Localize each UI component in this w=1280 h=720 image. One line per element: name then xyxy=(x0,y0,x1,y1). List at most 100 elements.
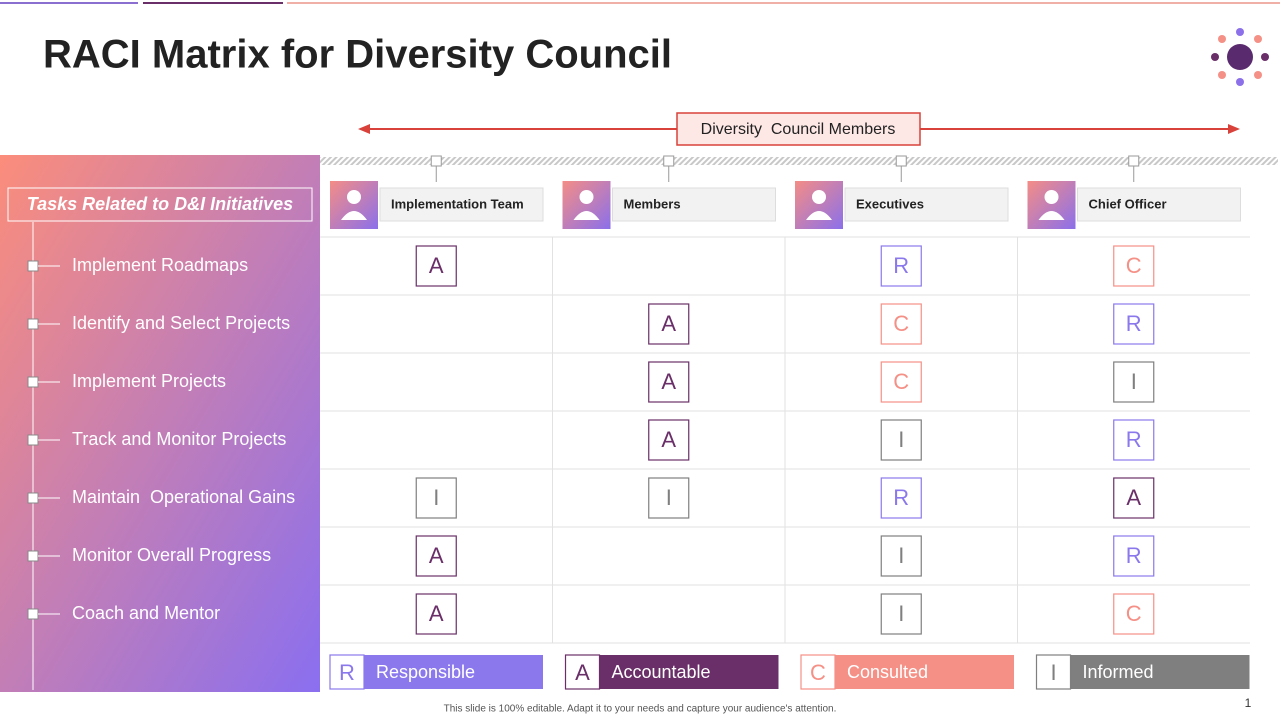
column-label: Chief Officer xyxy=(1089,196,1167,211)
legend-letter: A xyxy=(575,660,590,685)
column-node xyxy=(663,155,675,167)
raci-letter: I xyxy=(1131,369,1137,394)
raci-letter: A xyxy=(429,543,444,568)
page-number: 1 xyxy=(1245,696,1252,710)
raci-letter: I xyxy=(898,427,904,452)
icon-figure xyxy=(1038,211,1065,220)
legend-letter: I xyxy=(1050,660,1056,685)
raci-letter: C xyxy=(893,311,909,336)
raci-box xyxy=(415,593,457,635)
raci-letter: R xyxy=(893,485,909,510)
task-label: Monitor Overall Progress xyxy=(72,545,271,565)
task-label: Identify and Select Projects xyxy=(72,313,290,333)
raci-box xyxy=(880,477,922,519)
column-label: Implementation Team xyxy=(391,196,524,211)
task-node xyxy=(27,260,39,272)
task-label: Track and Monitor Projects xyxy=(72,429,286,449)
raci-letter: R xyxy=(1126,427,1142,452)
raci-letter: C xyxy=(893,369,909,394)
raci-letter: A xyxy=(429,253,444,278)
raci-box xyxy=(880,535,922,577)
raci-letter: C xyxy=(1126,601,1142,626)
task-label: Implement Projects xyxy=(72,371,226,391)
legend-bar xyxy=(831,655,1014,689)
raci-box xyxy=(415,245,457,287)
task-label: Coach and Mentor xyxy=(72,603,220,623)
raci-box xyxy=(880,593,922,635)
task-panel xyxy=(0,155,320,692)
raci-letter: A xyxy=(661,427,676,452)
task-label: Implement Roadmaps xyxy=(72,255,248,275)
raci-letter: I xyxy=(898,543,904,568)
raci-box xyxy=(415,477,457,519)
task-node xyxy=(27,492,39,504)
raci-box xyxy=(648,303,690,345)
icon-figure xyxy=(341,211,367,220)
legend-key xyxy=(564,654,601,690)
raci-letter: A xyxy=(1126,485,1141,510)
raci-box xyxy=(1113,245,1155,287)
legend-key xyxy=(329,654,365,690)
raci-letter: C xyxy=(1126,253,1142,278)
raci-letter: A xyxy=(661,369,676,394)
header-label: Diversity Council Members xyxy=(701,121,896,138)
raci-box xyxy=(648,419,690,461)
raci-letter: A xyxy=(661,311,676,336)
raci-letter: I xyxy=(433,485,439,510)
raci-letter: I xyxy=(666,485,672,510)
raci-letter: R xyxy=(1126,543,1142,568)
legend-label: Accountable xyxy=(612,662,711,682)
raci-box xyxy=(648,361,690,403)
column-icon xyxy=(330,181,378,229)
raci-box xyxy=(1113,303,1155,345)
legend-label: Informed xyxy=(1083,662,1154,682)
raci-box xyxy=(1113,593,1155,635)
task-node xyxy=(27,318,39,330)
raci-letter: I xyxy=(898,601,904,626)
icon-figure xyxy=(573,211,600,220)
raci-box xyxy=(880,361,922,403)
column-node xyxy=(895,155,907,167)
column-label-box xyxy=(379,187,544,222)
raci-box xyxy=(1113,361,1155,403)
legend-key xyxy=(1035,654,1072,690)
tasks-heading-box xyxy=(7,187,313,222)
raci-box xyxy=(880,419,922,461)
raci-box xyxy=(880,303,922,345)
header-arrow xyxy=(358,112,1240,146)
column-icon xyxy=(562,181,611,229)
column-label-box xyxy=(1077,187,1241,222)
icon-figure xyxy=(1044,190,1059,204)
column-label-box xyxy=(612,187,776,222)
task-node xyxy=(27,608,39,620)
raci-box xyxy=(415,535,457,577)
footer: This slide is 100% editable. Adapt it to… xyxy=(444,704,837,715)
task-label: Maintain Operational Gains xyxy=(72,487,295,507)
legend-label: Responsible xyxy=(376,662,475,682)
legend-key xyxy=(800,654,836,690)
legend-bar xyxy=(1066,655,1250,689)
column-icon xyxy=(1027,181,1076,229)
hatch-bar xyxy=(320,157,1278,165)
legend-label: Consulted xyxy=(847,662,928,682)
raci-letter: R xyxy=(893,253,909,278)
tasks-heading: Tasks Related to D&I Initiatives xyxy=(27,194,293,214)
raci-box xyxy=(1113,419,1155,461)
logo xyxy=(1211,28,1269,86)
title: RACI Matrix for Diversity Council xyxy=(43,33,672,77)
task-node xyxy=(27,550,39,562)
column-node xyxy=(430,155,442,167)
legend-bar xyxy=(360,655,543,689)
task-node xyxy=(27,376,39,388)
raci-box xyxy=(1113,535,1155,577)
icon-figure xyxy=(812,190,826,204)
column-icon xyxy=(795,181,843,229)
icon-figure xyxy=(806,211,832,220)
column-label: Members xyxy=(624,196,681,211)
task-node xyxy=(27,434,39,446)
column-label-box xyxy=(844,187,1009,222)
column-node xyxy=(1128,155,1140,167)
icon-figure xyxy=(347,190,361,204)
raci-letter: R xyxy=(1126,311,1142,336)
legend-letter: C xyxy=(810,660,826,685)
